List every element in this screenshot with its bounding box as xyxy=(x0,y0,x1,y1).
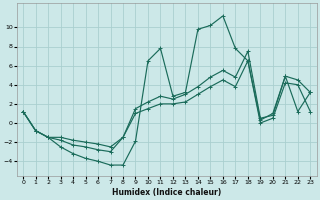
X-axis label: Humidex (Indice chaleur): Humidex (Indice chaleur) xyxy=(112,188,221,197)
